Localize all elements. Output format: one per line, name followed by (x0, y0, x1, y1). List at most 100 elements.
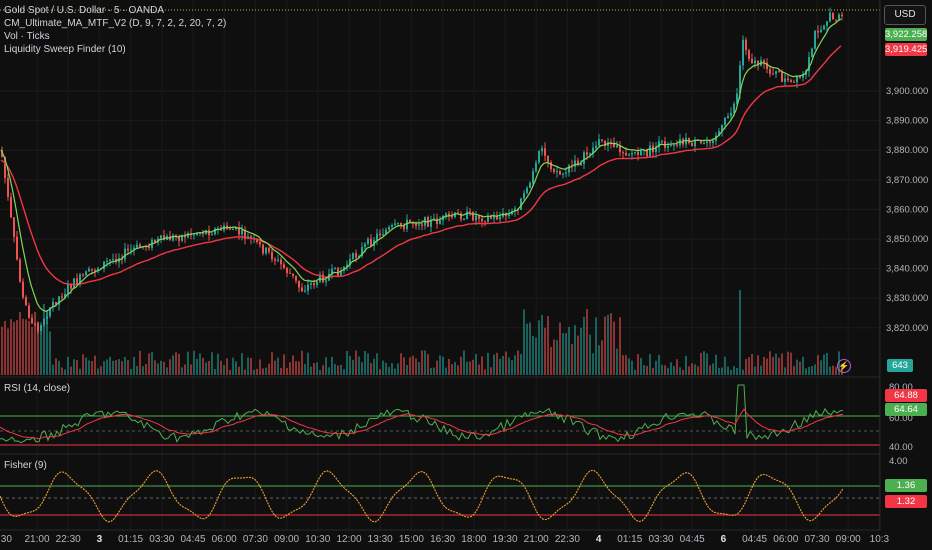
candle-body (475, 215, 477, 221)
volume-bar (739, 290, 741, 375)
volume-bar (448, 358, 450, 375)
candle-body (274, 259, 276, 261)
candle-body (79, 274, 81, 285)
volume-bar (211, 352, 213, 375)
volume-bar (283, 354, 285, 375)
volume-bar (148, 353, 150, 375)
currency-button[interactable]: USD (884, 5, 926, 25)
ma-indicator-label[interactable]: CM_Ultimate_MA_MTF_V2 (D, 9, 7, 2, 2, 20… (4, 18, 227, 29)
volume-bar (733, 366, 735, 375)
candle-body (352, 253, 354, 260)
volume-bar (829, 366, 831, 375)
time-axis[interactable]: :30 21:00 22:30 3 01:15 03:30 04:45 06:00 07:30 0… (0, 534, 890, 545)
volume-bar (22, 318, 24, 375)
candle-body (559, 171, 561, 175)
volume-bar (196, 358, 198, 375)
volume-bar (490, 367, 492, 375)
candle-body (244, 229, 246, 239)
volume-bar (361, 362, 363, 375)
volume-bar (214, 368, 216, 375)
volume-bar (61, 367, 63, 375)
lightning-icon[interactable]: ⚡ (837, 359, 851, 373)
time-axis-label: 07:30 (804, 534, 829, 545)
volume-bar (592, 353, 594, 375)
candle-body (235, 226, 237, 230)
candle-body (748, 50, 750, 59)
volume-bar (484, 369, 486, 375)
candle-body (547, 155, 549, 163)
candle-body (193, 234, 195, 236)
volume-bar (514, 355, 516, 375)
volume-bar (574, 325, 576, 375)
volume-bar (718, 367, 720, 375)
candle-body (289, 272, 291, 274)
candle-body (793, 81, 795, 83)
volume-bar (364, 351, 366, 375)
sweep-indicator-label[interactable]: Liquidity Sweep Finder (10) (4, 44, 126, 55)
volume-bar (388, 367, 390, 375)
time-axis-label: 22:30 (56, 534, 81, 545)
volume-bar (520, 354, 522, 375)
volume-bar (157, 363, 159, 375)
candle-body (346, 264, 348, 267)
candle-body (154, 239, 156, 243)
volume-bar (412, 355, 414, 375)
volume-bar (292, 355, 294, 375)
volume-bar (151, 352, 153, 375)
volume-bar (523, 309, 525, 375)
volume-bar (397, 363, 399, 375)
candle-body (133, 247, 135, 250)
candle-body (841, 14, 843, 17)
volume-bar (355, 350, 357, 375)
candle-body (706, 141, 708, 144)
volume-bar (352, 359, 354, 375)
volume-bar (625, 355, 627, 375)
volume-bar (103, 361, 105, 375)
volume-bar (661, 364, 663, 375)
candle-body (589, 153, 591, 155)
volume-bar (736, 367, 738, 375)
volume-bar (559, 322, 561, 375)
volume-bar (427, 354, 429, 375)
rsi-legend[interactable]: RSI (14, close) (4, 383, 71, 394)
volume-bar (271, 352, 273, 375)
volume-bar (769, 351, 771, 375)
fisher-tag-red: 1.32 (885, 495, 927, 508)
fisher-legend[interactable]: Fisher (9) (4, 460, 47, 471)
candle-body (634, 152, 636, 154)
candle-body (430, 219, 432, 227)
candle-body (331, 268, 333, 274)
volume-bar (52, 364, 54, 375)
volume-bar (775, 353, 777, 375)
candle-body (367, 238, 369, 244)
candle-body (16, 236, 18, 260)
time-axis-label: 21:00 (24, 534, 49, 545)
candle-body (103, 261, 105, 269)
volume-bar (751, 353, 753, 375)
candle-body (94, 270, 96, 272)
fisher-line (0, 469, 844, 523)
volume-bar (640, 358, 642, 375)
time-axis-label: 10:30 (305, 534, 330, 545)
volume-bar (322, 365, 324, 375)
symbol-title[interactable]: Gold Spot / U.S. Dollar · 5 · OANDA (4, 5, 165, 16)
volume-bar (28, 320, 30, 375)
volume-indicator-label[interactable]: Vol · Ticks (4, 31, 50, 42)
volume-bar (436, 360, 438, 375)
volume-bar (382, 360, 384, 375)
candle-body (160, 235, 162, 239)
candle-body (88, 268, 90, 272)
price-axis[interactable]: 3,900.000 3,890.000 3,880.000 3,870.000 3,86… (886, 86, 928, 334)
volume-bar (370, 363, 372, 375)
volume-bar (268, 363, 270, 375)
volume-bar (475, 354, 477, 375)
volume-bar (187, 351, 189, 375)
candle-body (529, 182, 531, 188)
candle-body (70, 284, 72, 289)
volume-bar (295, 361, 297, 375)
volume-bar (259, 359, 261, 375)
price-axis-label: 3,880.000 (886, 145, 928, 156)
candle-body (532, 171, 534, 183)
candle-body (178, 236, 180, 241)
